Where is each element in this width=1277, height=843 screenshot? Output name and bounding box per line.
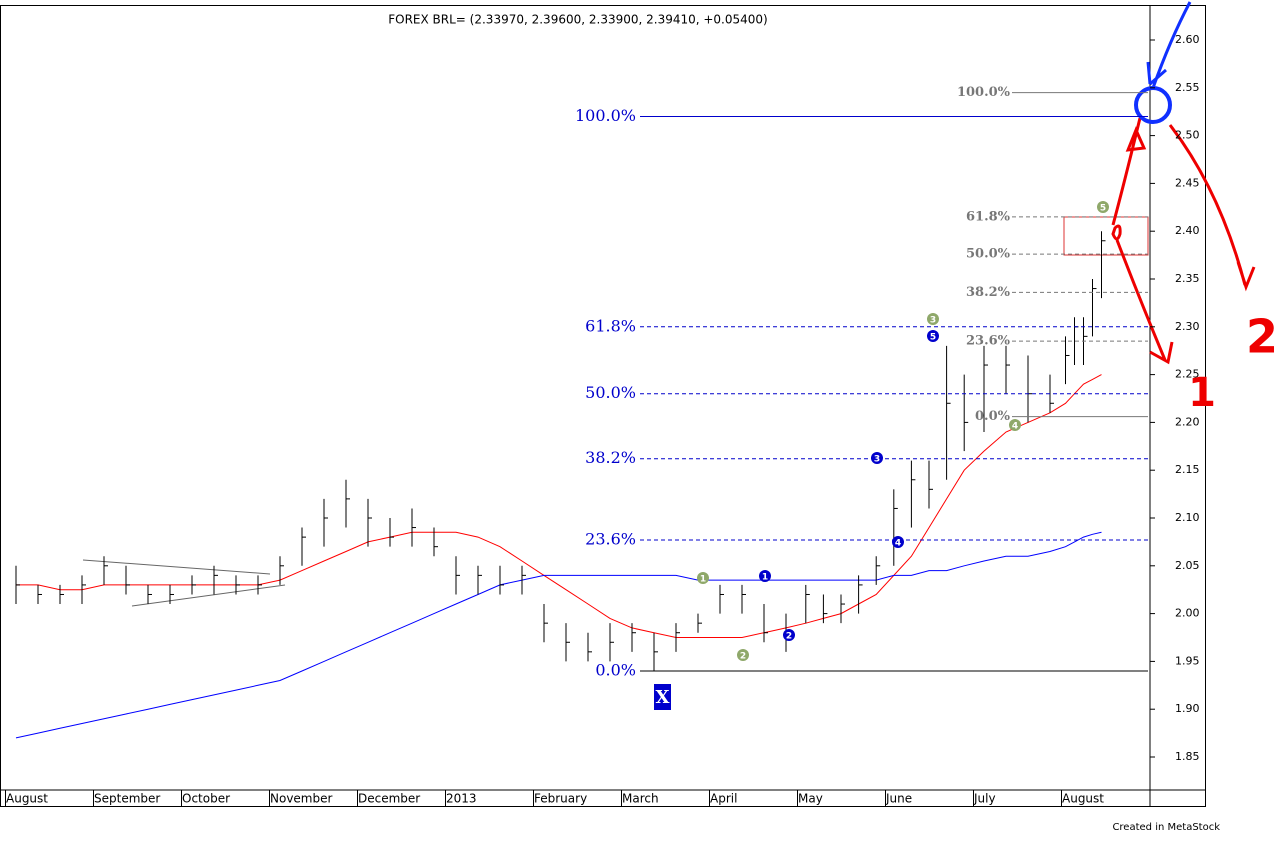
x-tick-label: August: [1062, 792, 1104, 806]
y-tick-label: 2.50: [1175, 129, 1200, 142]
wave-label: 3: [930, 316, 936, 326]
y-tick-label: 2.25: [1175, 368, 1200, 381]
fib-label: 61.8%: [585, 316, 636, 335]
fib-label: 38.2%: [966, 285, 1011, 300]
fib-label: 50.0%: [966, 247, 1011, 262]
wave-label: 2: [786, 632, 792, 642]
chart-title: FOREX BRL= (2.33970, 2.39600, 2.33900, 2…: [388, 13, 767, 27]
wave-marker: [892, 536, 904, 548]
y-tick-label: 2.45: [1175, 176, 1200, 189]
wave-marker: [927, 330, 939, 342]
fib-label: 100.0%: [957, 85, 1011, 100]
x-tick-label: July: [973, 792, 996, 806]
fib-label: 23.6%: [585, 529, 636, 548]
wave-label: 5: [930, 333, 936, 343]
moving-average: [15, 531, 1102, 739]
wave-marker: [871, 452, 883, 464]
fib-label: 23.6%: [966, 334, 1011, 349]
y-tick-label: 2.20: [1175, 415, 1200, 428]
wave-label: 1: [700, 575, 706, 585]
x-tick-label: June: [885, 792, 912, 806]
y-tick-label: 2.60: [1175, 33, 1200, 46]
x-tick-label: April: [710, 792, 737, 806]
y-tick-label: 2.00: [1175, 607, 1200, 620]
wave-marker: [759, 570, 771, 582]
y-tick-label: 1.95: [1175, 654, 1200, 667]
wave-label: 4: [895, 539, 901, 549]
x-tick-label: May: [798, 792, 823, 806]
y-tick-label: 2.55: [1175, 81, 1200, 94]
wave-label: 1: [762, 573, 768, 583]
x-label: X: [656, 687, 670, 708]
x-tick-label: September: [94, 792, 160, 806]
fib-label: 38.2%: [585, 448, 636, 467]
fib-label: 50.0%: [585, 383, 636, 402]
wave-marker: [697, 572, 709, 584]
hand-label: 1: [1188, 370, 1216, 416]
x-tick-label: October: [182, 792, 230, 806]
x-tick-label: 2013: [446, 792, 477, 806]
wave-label: 5: [1100, 204, 1106, 214]
fib-label: 0.0%: [595, 660, 636, 679]
y-tick-label: 2.15: [1175, 463, 1200, 476]
fib-label: 61.8%: [966, 209, 1011, 224]
fib-label: 0.0%: [975, 409, 1011, 424]
y-tick-label: 2.10: [1175, 511, 1200, 524]
wave-marker: [1009, 419, 1021, 431]
trend-line: [82, 559, 271, 575]
x-marker: [654, 684, 671, 710]
x-tick-label: February: [534, 792, 587, 806]
y-tick-label: 1.90: [1175, 702, 1200, 715]
fib-label: 100.0%: [575, 106, 636, 125]
y-tick-label: 2.35: [1175, 272, 1200, 285]
hand-arrow: [1146, 1, 1192, 89]
footer: Created in MetaStock: [1112, 822, 1220, 833]
wave-label: 3: [874, 455, 880, 465]
wave-marker: [927, 313, 939, 325]
x-tick-label: December: [358, 792, 420, 806]
wave-marker: [1097, 201, 1109, 213]
target-box: [1063, 216, 1149, 256]
y-tick-label: 2.05: [1175, 559, 1200, 572]
trend-line: [131, 584, 286, 607]
y-tick-label: 1.85: [1175, 750, 1200, 763]
y-tick-label: 2.30: [1175, 320, 1200, 333]
wave-marker: [783, 629, 795, 641]
hand-arrows: [1111, 117, 1256, 365]
wave-label: 2: [740, 652, 746, 662]
frame: [0, 5, 1206, 807]
moving-average: [16, 374, 1102, 638]
x-tick-label: November: [270, 792, 332, 806]
wave-label: 4: [1012, 422, 1018, 432]
wave-marker: [737, 649, 749, 661]
hand-label: 2: [1246, 310, 1277, 364]
y-tick-label: 2.40: [1175, 224, 1200, 237]
x-tick-label: August: [6, 792, 48, 806]
x-tick-label: March: [622, 792, 659, 806]
